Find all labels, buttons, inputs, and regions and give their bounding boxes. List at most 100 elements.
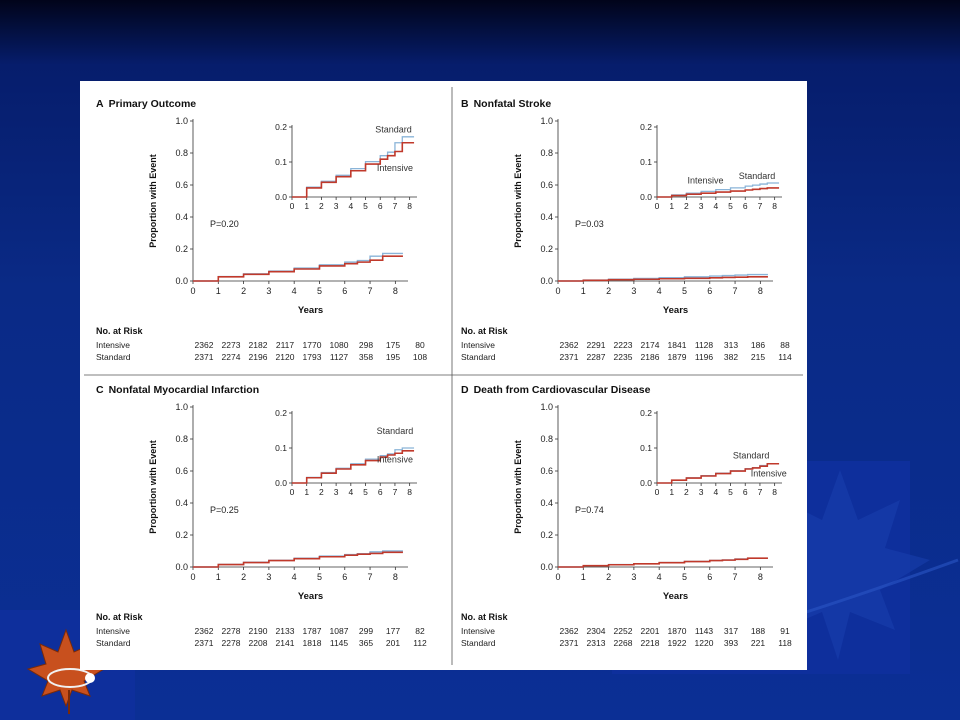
risk-cell: 1793 [303,352,322,362]
panel-letter: A [96,98,104,110]
x-axis-label: Years [298,305,323,316]
risk-cell: 2278 [222,626,241,636]
x-axis-label: Years [663,305,688,316]
risk-table-heading: No. at Risk [96,612,144,622]
y-tick-label: 0.4 [175,498,188,508]
inset-x-tick-label: 5 [363,487,368,497]
risk-cell: 1787 [303,626,322,636]
risk-row-label: Standard [461,352,496,362]
risk-cell: 2182 [249,340,268,350]
x-tick-label: 7 [733,286,738,296]
x-tick-label: 6 [342,572,347,582]
inset-y-tick-label: 0.2 [640,408,652,418]
risk-cell: 118 [778,638,792,648]
x-tick-label: 2 [606,572,611,582]
x-tick-label: 0 [555,572,560,582]
panel-title: B Nonfatal Stroke [461,98,551,110]
risk-row-label: Standard [96,638,131,648]
risk-cell: 2274 [222,352,241,362]
panel-title-text: Nonfatal Myocardial Infarction [109,384,260,396]
risk-cell: 2313 [587,638,606,648]
inset-x-tick-label: 5 [363,201,368,211]
panel-d: D Death from Cardiovascular Disease 0.0 0.2… [461,384,792,648]
x-tick-label: 4 [292,286,297,296]
risk-cell: 1087 [330,626,349,636]
risk-table-heading: No. at Risk [96,326,144,336]
risk-cell: 1127 [330,352,349,362]
inset-x-tick-label: 0 [655,487,660,497]
risk-cell: 221 [751,638,765,648]
risk-cell: 298 [359,340,373,350]
risk-cell: 2141 [276,638,295,648]
inset-y-tick-label: 0.1 [640,157,652,167]
inset-x-tick-label: 0 [655,201,660,211]
inset-chart: 0.0 0.1 0.2 0 1 2 3 4 5 6 7 8 Standard Intensive [275,122,417,211]
risk-table: No. at Risk Intensive 2362 2273 2182 2117 1770… [96,326,427,362]
risk-cell: 82 [415,626,425,636]
inset-x-tick-label: 1 [669,201,674,211]
risk-cell: 317 [724,626,738,636]
panel-title-text: Nonfatal Stroke [474,98,552,110]
y-axis-label: Proportion with Event [513,440,523,534]
risk-cell: 2186 [641,352,660,362]
inset-x-tick-label: 8 [407,487,412,497]
y-tick-label: 0.0 [175,276,188,286]
x-tick-label: 0 [555,286,560,296]
x-tick-label: 3 [266,286,271,296]
figure-panel: A Primary Outcome 0.0 0.2 0.4 0.6 0.8 1.0 0 1 2 3 4 5… [80,81,807,670]
p-value: P=0.20 [210,219,239,229]
risk-table-heading: No. at Risk [461,326,509,336]
y-tick-label: 0.6 [175,180,188,190]
inset-x-tick-label: 8 [772,487,777,497]
x-tick-label: 5 [317,286,322,296]
risk-table-heading: No. at Risk [461,612,509,622]
inset-series-label-standard: Standard [739,171,776,181]
risk-cell: 2362 [195,340,214,350]
x-tick-label: 4 [657,286,662,296]
inset-y-tick-label: 0.1 [640,443,652,453]
risk-cell: 2291 [587,340,606,350]
panel-title-text: Primary Outcome [109,98,197,110]
risk-cell: 1870 [668,626,687,636]
risk-cell: 365 [359,638,373,648]
inset-x-tick-label: 3 [334,487,339,497]
inset-chart: 0.0 0.1 0.2 0 1 2 3 4 5 6 7 8 Standard Intensive [640,408,787,497]
y-tick-label: 1.0 [540,116,553,126]
inset-x-tick-label: 7 [393,487,398,497]
x-tick-label: 6 [707,572,712,582]
inset-y-tick-label: 0.0 [275,478,287,488]
inset-x-tick-label: 5 [728,487,733,497]
risk-cell: 114 [778,352,792,362]
risk-table: No. at Risk Intensive 2362 2278 2190 2133 1787… [96,612,427,648]
y-tick-label: 0.2 [175,244,188,254]
y-tick-label: 0.2 [540,530,553,540]
risk-cell: 1196 [695,352,714,362]
inset-x-tick-label: 6 [743,201,748,211]
x-tick-label: 5 [682,286,687,296]
x-tick-label: 8 [758,572,763,582]
inset-y-tick-label: 0.2 [275,408,287,418]
x-tick-label: 7 [368,572,373,582]
y-tick-label: 0.2 [540,244,553,254]
risk-cell: 2133 [276,626,295,636]
x-tick-label: 3 [266,572,271,582]
y-tick-label: 0.0 [540,276,553,286]
y-axis-label: Proportion with Event [513,154,523,248]
inset-y-tick-label: 0.2 [640,122,652,132]
inset-x-tick-label: 1 [304,201,309,211]
risk-row-label: Intensive [96,340,130,350]
risk-cell: 1220 [695,638,714,648]
risk-row-label: Intensive [461,340,495,350]
inset-x-tick-label: 2 [319,487,324,497]
inset-y-tick-label: 0.1 [275,157,287,167]
risk-cell: 2371 [560,352,579,362]
inset-x-tick-label: 6 [743,487,748,497]
risk-cell: 299 [359,626,373,636]
inset-series-label-standard: Standard [733,451,770,461]
x-tick-label: 0 [190,286,195,296]
y-tick-label: 0.8 [540,148,553,158]
series-line-intensive [558,557,768,568]
y-tick-label: 1.0 [175,116,188,126]
risk-row-label: Intensive [96,626,130,636]
risk-cell: 91 [780,626,790,636]
